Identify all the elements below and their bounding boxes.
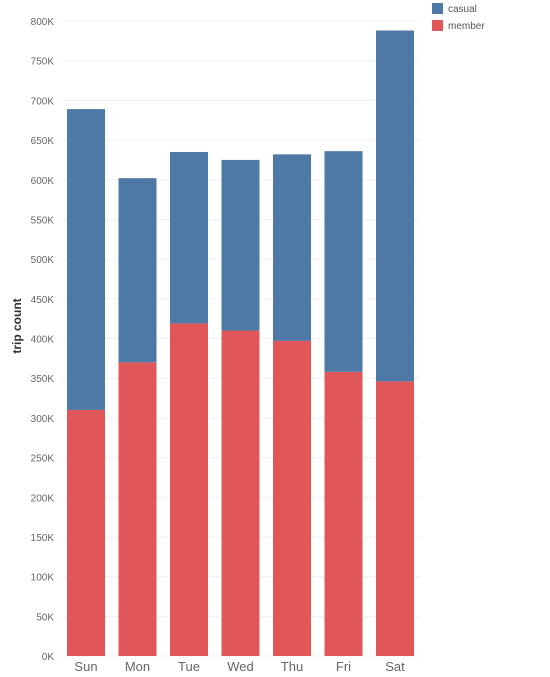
bars <box>67 30 414 656</box>
legend-label-member: member <box>448 21 485 32</box>
bar-casual-thu <box>273 154 311 341</box>
y-tick-label: 150K <box>31 533 55 544</box>
x-axis-categories: Sun Mon Tue Wed Thu Fri Sat <box>74 659 405 674</box>
legend: casual member <box>432 3 485 32</box>
bar-member-thu <box>273 340 311 656</box>
y-tick-label: 250K <box>31 454 55 465</box>
y-axis-ticks: 0K 50K 100K 150K 200K 250K 300K 350K 400K 450K 500… <box>31 17 55 663</box>
y-tick-label: 350K <box>31 374 55 385</box>
bar-casual-tue <box>170 151 208 324</box>
y-tick-label: 800K <box>31 17 55 28</box>
y-tick-label: 750K <box>31 57 55 68</box>
bar-member-tue <box>170 323 208 656</box>
y-tick-label: 50K <box>36 612 54 623</box>
legend-swatch-member <box>432 20 443 31</box>
y-tick-label: 450K <box>31 295 55 306</box>
bar-casual-wed <box>221 159 260 331</box>
y-tick-label: 100K <box>31 573 55 584</box>
bar-casual-mon <box>118 178 157 363</box>
y-tick-label: 650K <box>31 136 55 147</box>
legend-label-casual: casual <box>448 4 477 15</box>
x-category-label: Wed <box>227 659 254 674</box>
x-category-label: Thu <box>281 659 303 674</box>
bar-member-mon <box>118 362 157 656</box>
y-tick-label: 400K <box>31 335 55 346</box>
y-tick-label: 550K <box>31 215 55 226</box>
y-tick-label: 700K <box>31 96 55 107</box>
y-axis-title: trip count <box>10 298 24 353</box>
y-tick-label: 200K <box>31 493 55 504</box>
bar-member-wed <box>221 330 260 656</box>
y-tick-label: 600K <box>31 176 55 187</box>
x-category-label: Mon <box>125 659 150 674</box>
x-category-label: Fri <box>336 659 351 674</box>
y-tick-label: 0K <box>42 652 55 663</box>
x-category-label: Tue <box>178 659 200 674</box>
legend-swatch-casual <box>432 3 443 14</box>
x-category-label: Sun <box>74 659 97 674</box>
bar-member-sat <box>376 381 414 656</box>
bar-casual-fri <box>324 151 363 372</box>
bar-casual-sun <box>67 109 105 410</box>
y-tick-label: 300K <box>31 414 55 425</box>
bar-member-fri <box>324 371 363 656</box>
bar-casual-sat <box>376 30 414 382</box>
x-category-label: Sat <box>385 659 405 674</box>
bar-member-sun <box>67 409 105 656</box>
y-tick-label: 500K <box>31 255 55 266</box>
